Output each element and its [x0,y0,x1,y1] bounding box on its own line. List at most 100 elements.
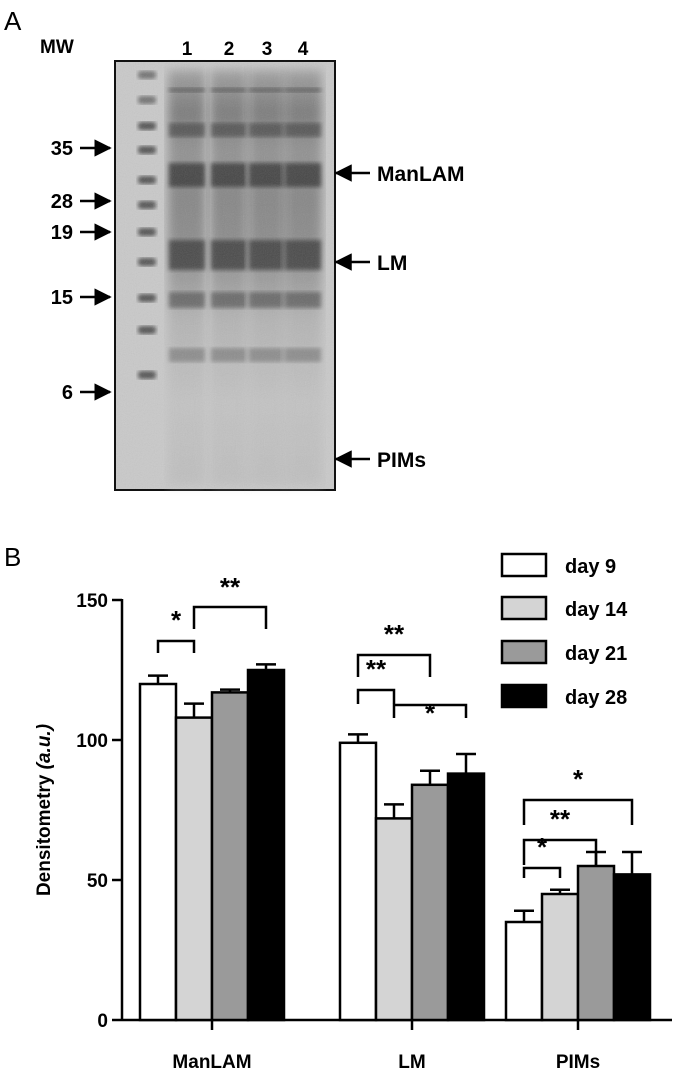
significance-label: ** [366,654,387,684]
bracket-line [356,653,432,677]
significance-label: * [573,764,584,794]
bars [138,663,652,1022]
legend-label: day 28 [565,687,627,709]
bar-lm-day-9 [338,733,378,1022]
bar-lm-day-21 [410,769,450,1022]
bar-lm-day-14 [374,803,414,1022]
x-tick-label-lm: LM [398,1052,425,1073]
bracket-line [156,639,196,653]
bar-rect [374,817,414,1022]
legend: day 9 day 14 day 21 day 28 [500,552,628,709]
significance-bracket: * [522,832,562,878]
significance-bracket: ** [356,654,396,704]
y-axis-label: Densitometry (a.u.) [34,724,55,896]
mw-marker-35: 35 [51,138,112,160]
legend-swatch [500,683,548,709]
y-tick-label: 50 [87,871,108,892]
bar-rect [210,691,250,1022]
legend-item-day-9: day 9 [500,552,616,578]
y-axis: 0 50 100 150 [76,591,124,1032]
bracket-line [356,688,396,704]
lane-label-4: 4 [298,39,309,60]
bar-manlam-day-21 [210,688,250,1022]
lane-label-3: 3 [262,39,273,60]
significance-bracket: ** [356,619,432,677]
bar-pims-day-28 [612,850,652,1022]
bar-rect [246,668,286,1022]
mw-marker-label: 19 [51,222,73,244]
mw-marker-label: 6 [62,382,73,404]
significance-label: * [537,832,548,862]
bracket-line [392,703,468,718]
significance-label: ** [220,572,241,602]
x-tick-label-manlam: ManLAM [172,1052,251,1073]
significance-bracket: ** [192,572,268,629]
y-axis-label-text: Densitometry [34,774,55,896]
significance-bracket: * [392,698,468,728]
legend-label: day 14 [565,599,628,621]
mw-marker-label: 35 [51,138,73,160]
mw-marker-15: 15 [51,287,112,309]
legend-item-day-14: day 14 [500,595,628,621]
x-axis: ManLAM LM PIMs [122,1018,672,1073]
legend-swatch [500,552,548,578]
panel-a-label: A [4,6,22,36]
bar-rect [540,892,580,1022]
bar-rect [174,716,214,1022]
bar-rect [338,741,378,1022]
bar-manlam-day-14 [174,702,214,1022]
bar-manlam-day-9 [138,674,178,1022]
legend-label: day 9 [565,556,616,578]
band-label-text: ManLAM [377,163,465,186]
mw-marker-6: 6 [62,382,112,404]
band-label-text: PIMs [377,449,426,472]
band-label-text: LM [377,252,407,275]
bar-manlam-day-28 [246,663,286,1022]
bracket-line [192,605,268,629]
y-tick-label: 150 [76,591,108,612]
x-tick-label-pims: PIMs [556,1052,600,1073]
significance-bracket: * [156,605,196,653]
bracket-line [522,838,598,865]
mw-markers: 35 28 19 15 6 [51,138,112,404]
band-labels: ManLAM LM PIMs [334,163,465,472]
bracket-line [522,798,634,825]
lane-label-2: 2 [224,39,235,60]
significance-bracket: ** [522,804,598,865]
band-label-pims: PIMs [334,449,426,472]
bar-rect [138,682,178,1022]
gel-image [114,60,336,491]
mw-label: MW [40,37,74,58]
legend-label: day 21 [565,643,627,665]
significance-label: * [425,698,436,728]
y-axis-label-unit: (a.u.) [34,724,55,769]
band-label-manlam: ManLAM [334,163,465,186]
significance-bracket: * [522,764,634,825]
legend-swatch [500,595,548,621]
gel-grain [116,62,334,489]
legend-swatch [500,639,548,665]
bar-pims-day-9 [504,909,544,1022]
bar-pims-day-14 [540,888,580,1022]
legend-item-day-28: day 28 [500,683,627,709]
lane-labels: 1 2 3 4 [182,39,309,60]
mw-marker-28: 28 [51,191,112,213]
significance-label: * [171,605,182,635]
significance-label: ** [384,619,405,649]
lane-label-1: 1 [182,39,193,60]
bar-rect [410,783,450,1022]
legend-item-day-21: day 21 [500,639,627,665]
bracket-line [522,866,562,878]
bar-rect [504,920,544,1022]
band-label-lm: LM [334,252,407,275]
mw-marker-label: 15 [51,287,73,309]
panel-b-label: B [4,542,21,572]
mw-marker-19: 19 [51,222,112,244]
y-tick-label: 0 [97,1011,108,1032]
bar-rect [446,772,486,1022]
y-tick-label: 100 [76,731,108,752]
bar-pims-day-21 [576,850,616,1022]
significance-label: ** [550,804,571,834]
